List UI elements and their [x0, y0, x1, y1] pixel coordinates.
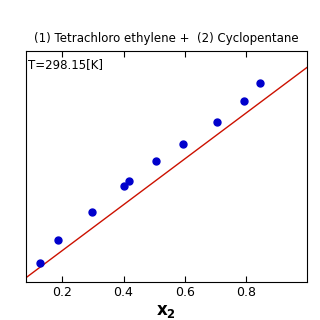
Point	[90, 209, 95, 214]
Point	[242, 98, 247, 103]
X-axis label: $\mathbf{x_2}$: $\mathbf{x_2}$	[156, 302, 176, 320]
Text: (1) Tetrachloro ethylene +  (2) Cyclopentane: (1) Tetrachloro ethylene + (2) Cyclopent…	[34, 32, 299, 45]
Point	[55, 237, 60, 243]
Point	[37, 260, 42, 265]
Text: T=298.15[K]: T=298.15[K]	[28, 58, 103, 71]
Point	[154, 158, 159, 164]
Point	[122, 184, 127, 189]
Point	[215, 120, 220, 125]
Point	[180, 141, 185, 146]
Point	[257, 81, 262, 86]
Point	[126, 179, 132, 184]
